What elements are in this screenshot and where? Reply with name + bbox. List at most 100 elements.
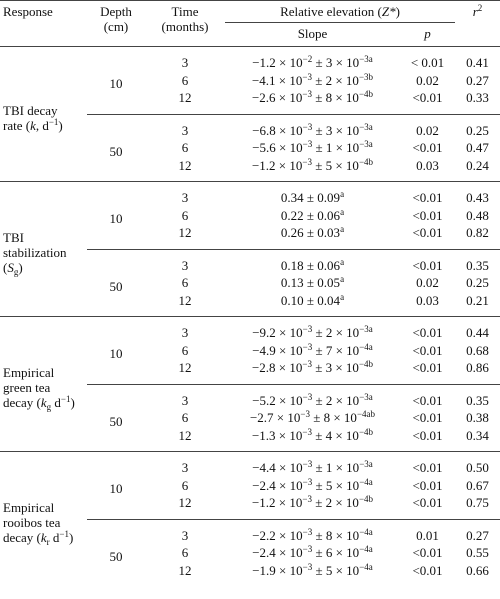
table-row: 50 3 0.18 ± 0.06a <0.01 0.35 — [0, 248, 500, 317]
text-segment: , d — [35, 117, 49, 133]
text-segment: −4 — [358, 89, 369, 100]
text-segment: ± 8 × 10 — [311, 90, 359, 106]
p-cell: 0.02 — [400, 113, 455, 139]
r2-cell: 0.33 — [466, 90, 489, 106]
p-cell: 0.01 — [400, 518, 455, 544]
response-label: Empirical green tea decay (kg d−1) — [0, 316, 87, 452]
p-cell: 0.03 — [416, 292, 439, 308]
r2-cell: 0.21 — [466, 292, 489, 308]
text-segment: −3 — [302, 121, 313, 132]
time-cell: 12 — [178, 225, 192, 241]
slope-cell: −2.4 × 10−3 ± 6 × 10−4a — [225, 544, 400, 562]
text-segment: −4 — [358, 494, 369, 505]
text-segment: decay ( — [3, 395, 41, 410]
text-segment: ab — [366, 409, 376, 420]
text-segment: −3 — [359, 139, 369, 150]
text-segment: g — [13, 267, 19, 277]
r2-cell: 0.55 — [466, 545, 489, 561]
time-cell: 12 — [178, 292, 192, 308]
line-text: Depth — [100, 4, 132, 19]
slope-cell: −1.3 × 10−3 ± 4 × 10−4b — [225, 427, 400, 452]
table-row: 12 0.26 ± 0.03a <0.01 0.82 — [0, 224, 500, 249]
time-cell: 12 — [178, 90, 192, 106]
text-segment: ± 5 × 10 — [312, 562, 360, 578]
p-cell: <0.01 — [412, 545, 443, 561]
text-segment: Relative elevation ( — [280, 4, 382, 19]
r2-cell: 0.44 — [455, 316, 500, 342]
text-segment: −3 — [302, 426, 312, 437]
text-segment: −1.3 × 10 — [251, 427, 303, 443]
text-segment: ± 3 × 10 — [312, 55, 360, 71]
depth-cell: 10 — [87, 181, 145, 249]
header-cell: Time (months) — [145, 0, 225, 47]
header-row: Slope p — [0, 22, 500, 47]
table-row: TBI decay rate (k, d−1) 10 3 −1.2 × 10−2 ± 3… — [0, 46, 500, 182]
slope-cell: 0.26 ± 0.03a — [225, 224, 400, 249]
text-segment: −6.8 × 10 — [252, 122, 303, 138]
text-segment: −3 — [302, 494, 312, 505]
text-segment: −3 — [358, 71, 369, 82]
table-row: 12 −1.3 × 10−3 ± 4 × 10−4b <0.01 0.34 — [0, 427, 500, 452]
label-line: (Sg) — [3, 260, 85, 277]
header-cell: Depth (cm) — [87, 0, 145, 47]
p-cell: <0.01 — [400, 451, 455, 477]
p-cell: <0.01 — [412, 477, 443, 493]
text-segment: g — [46, 402, 52, 412]
table-row: 6 −2.4 × 10−3 ± 6 × 10−4a <0.01 0.55 — [0, 544, 500, 562]
text-segment: −4.4 × 10 — [252, 460, 303, 476]
label-line: decay (kg d−1) — [3, 395, 85, 412]
time-cell: 3 — [145, 383, 225, 409]
text-segment: a — [340, 224, 345, 235]
text-segment: −2.4 × 10 — [252, 545, 303, 561]
r2-cell: 0.86 — [466, 360, 489, 376]
text-segment: b — [368, 359, 374, 370]
text-segment: ± 5 × 10 — [312, 477, 360, 493]
table-row: 12 −2.8 × 10−3 ± 3 × 10−4b <0.01 0.86 — [0, 359, 500, 384]
text-segment: −9.2 × 10 — [252, 325, 303, 341]
r2-cell: 0.75 — [466, 495, 489, 511]
p-cell: <0.01 — [400, 248, 455, 274]
table-row: 50 3 −2.2 × 10−3 ± 8 × 10−4a 0.01 0.27 — [0, 518, 500, 586]
table-row: TBI stabilization (Sg) 10 3 0.34 ± 0.09a <0.01… — [0, 181, 500, 317]
time-cell: 6 — [181, 140, 189, 156]
text-segment: d — [49, 530, 60, 545]
r2-cell: 0.27 — [455, 518, 500, 544]
text-segment: −2 — [302, 54, 313, 65]
r2-cell: 0.82 — [466, 225, 489, 241]
time-cell: 3 — [145, 451, 225, 477]
r2-cell: 0.35 — [455, 248, 500, 274]
text-segment: ) — [395, 4, 400, 19]
time-cell: 6 — [181, 342, 189, 358]
table-row: 6 −4.1 × 10−3 ± 2 × 10−3b 0.02 0.27 — [0, 72, 500, 90]
text-segment: ± 8 × 10 — [309, 410, 357, 426]
text-segment: ) — [58, 117, 63, 133]
text-segment: −3 — [302, 561, 313, 572]
time-cell: 12 — [178, 427, 192, 443]
text-segment: r — [46, 537, 50, 547]
header-cell: Response — [0, 0, 87, 47]
slope-cell: 0.10 ± 0.04a — [225, 292, 400, 317]
label-line: rate (k, d−1) — [3, 117, 85, 133]
response-label: Empirical rooibos tea decay (kr d−1) — [0, 451, 87, 586]
depth-cell: 10 — [87, 451, 145, 519]
text-segment: −5.2 × 10 — [252, 392, 303, 408]
text-segment: a — [368, 341, 373, 352]
r2-cell: 0.25 — [455, 113, 500, 139]
text-segment: b — [368, 89, 374, 100]
text-segment: p — [424, 25, 431, 41]
text-segment: a — [340, 256, 345, 267]
slope-cell: −1.2 × 10−3 ± 5 × 10−4b — [225, 157, 400, 182]
slope-cell: −4.9 × 10−3 ± 7 × 10−4a — [225, 342, 400, 360]
line-text: Time — [171, 4, 199, 19]
text-segment: −4 — [359, 526, 369, 537]
text-segment: −3 — [302, 324, 313, 335]
slope-cell: −1.2 × 10−3 ± 2 × 10−4b — [225, 494, 400, 519]
text-segment: −2.4 × 10 — [252, 477, 303, 493]
line-text: (months) — [161, 19, 209, 34]
p-cell: <0.01 — [412, 562, 443, 578]
text-segment: −3 — [302, 359, 312, 370]
text-segment: −1.2 × 10 — [252, 55, 303, 71]
text-segment: −3 — [302, 391, 313, 402]
text-segment: rooibos tea — [3, 515, 61, 530]
